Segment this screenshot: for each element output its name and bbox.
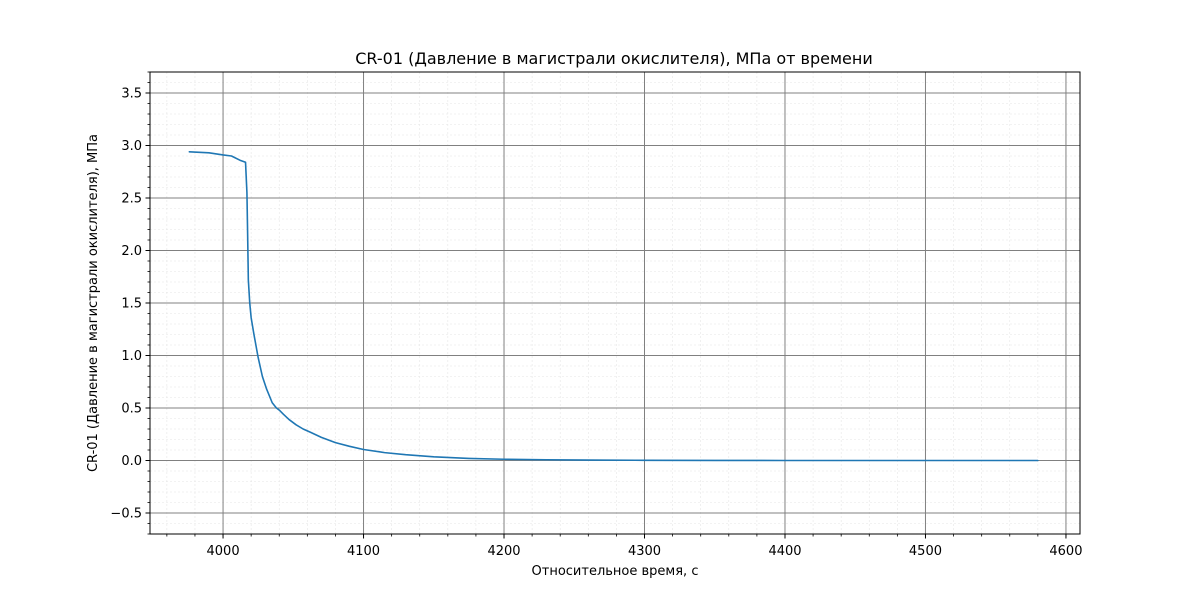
x-tick-label: 4400 xyxy=(768,544,801,559)
y-axis: −0.5 0.0 0.5 1.0 1.5 2.0 2.5 3.0 3.5 xyxy=(110,71,150,535)
y-tick-label: 3.5 xyxy=(121,87,142,102)
y-tick-label: 1.0 xyxy=(121,349,142,364)
major-grid xyxy=(150,72,1080,534)
x-tick-label: 4200 xyxy=(487,544,520,559)
y-tick-label: 2.0 xyxy=(121,244,142,259)
x-tick-label: 4600 xyxy=(1049,544,1082,559)
x-axis-label: Относительное время, с xyxy=(532,564,699,579)
y-tick-label: 1.5 xyxy=(121,297,142,312)
x-tick-label: 4000 xyxy=(207,544,240,559)
y-tick-label: 0.5 xyxy=(121,402,142,417)
y-tick-label: 2.5 xyxy=(121,192,142,207)
chart-title: CR-01 (Давление в магистрали окислителя)… xyxy=(355,49,873,68)
x-tick-label: 4100 xyxy=(347,544,380,559)
y-tick-label: 0.0 xyxy=(121,454,142,469)
series-layer xyxy=(188,151,1039,462)
series-line xyxy=(188,151,1039,462)
y-tick-label: −0.5 xyxy=(110,507,142,522)
x-axis: 4000 4100 4200 4300 4400 4500 4600 xyxy=(166,534,1082,559)
y-tick-label: 3.0 xyxy=(121,139,142,154)
plot-area xyxy=(149,71,1081,535)
x-tick-label: 4300 xyxy=(628,544,661,559)
x-tick-label: 4500 xyxy=(909,544,942,559)
y-axis-label: CR-01 (Давление в магистрали окислителя)… xyxy=(86,134,101,472)
